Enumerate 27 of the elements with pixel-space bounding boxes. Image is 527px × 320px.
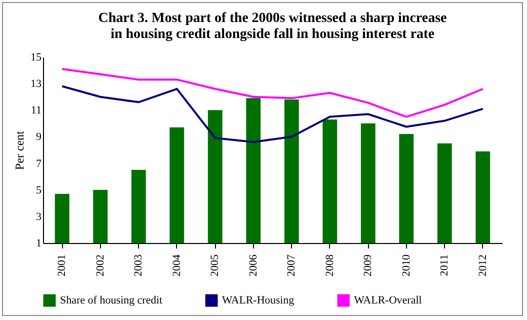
legend-label: WALR-Housing bbox=[222, 294, 295, 307]
y-tick-label: 3 bbox=[36, 210, 42, 223]
y-tick-label: 5 bbox=[36, 184, 42, 196]
x-tick-label: 2008 bbox=[324, 254, 336, 276]
x-tick-label: 2010 bbox=[400, 254, 412, 276]
x-tick-label: 2007 bbox=[286, 254, 298, 276]
y-tick-label: 11 bbox=[30, 104, 42, 117]
y-tick-label: 1 bbox=[36, 238, 42, 250]
y-tick-label: 15 bbox=[30, 52, 42, 64]
x-tick-label: 2011 bbox=[438, 254, 451, 276]
y-tick-label: 7 bbox=[36, 158, 42, 170]
x-tick-label: 2004 bbox=[170, 254, 183, 276]
x-tick-label: 2002 bbox=[94, 254, 106, 276]
y-tick-label: 9 bbox=[36, 131, 42, 144]
x-tick-label: 2005 bbox=[209, 254, 222, 276]
legend-label: Share of housing credit bbox=[60, 294, 162, 307]
y-axis-title: Per cent bbox=[12, 130, 26, 170]
line-series bbox=[61, 85, 484, 144]
x-tick-label: 2003 bbox=[132, 254, 145, 276]
x-tick-label: 2012 bbox=[476, 254, 489, 276]
chart-title: Chart 3. Most part of the 2000s witnessed a sharp increase in housing credit alongside fall in housing interest rate bbox=[98, 11, 447, 42]
x-tick-label: 2006 bbox=[247, 254, 260, 276]
line-series bbox=[61, 68, 484, 118]
legend-label: WALR-Overall bbox=[354, 294, 422, 307]
x-tick-label: 2009 bbox=[362, 254, 374, 276]
y-tick-label: 13 bbox=[30, 78, 42, 90]
x-tick-label: 2001 bbox=[56, 254, 68, 276]
